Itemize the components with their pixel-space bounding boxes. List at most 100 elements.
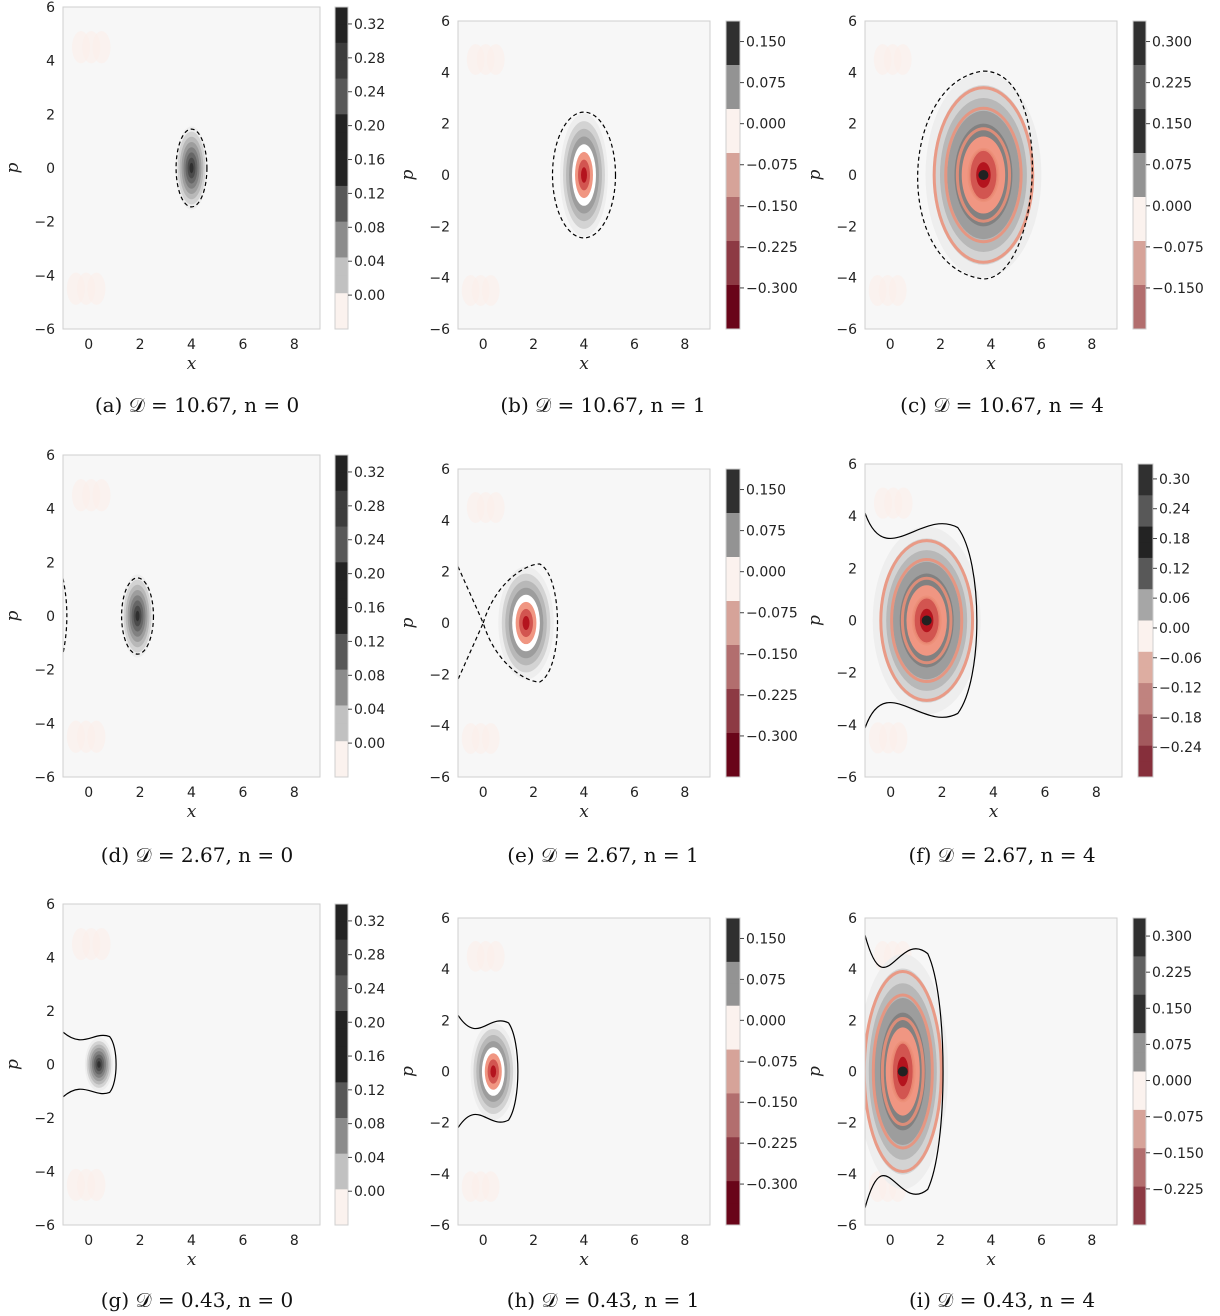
panel-caption: (b) 𝒟 = 10.67, n = 1 <box>500 393 705 417</box>
colorbar-bin <box>335 1100 348 1119</box>
colorbar-tick-label: 0.32 <box>354 17 385 33</box>
colorbar-bin <box>335 633 348 653</box>
x-axis-label: x <box>986 1250 996 1270</box>
colorbar-bin <box>1133 1071 1146 1092</box>
x-tick-label: 0 <box>84 785 93 801</box>
y-tick-label: 6 <box>46 897 55 913</box>
colorbar-tick-label: 0.300 <box>1152 35 1192 51</box>
colorbar-bin <box>335 1135 348 1155</box>
axes-frame <box>62 454 321 778</box>
colorbar-tick-label: −0.300 <box>746 1177 798 1193</box>
colorbar-tick-label: 0.12 <box>1159 561 1190 577</box>
colorbar-bin <box>335 616 348 635</box>
y-tick-label: 4 <box>46 951 55 967</box>
colorbar-bin <box>335 957 348 976</box>
colorbar-tick-label: 0.18 <box>1159 532 1190 548</box>
x-axis-label: x <box>579 1250 589 1270</box>
colorbar-bin <box>1138 464 1153 481</box>
colorbar-tick-label: 0.000 <box>1152 1074 1192 1090</box>
colorbar-bin <box>726 1027 740 1051</box>
y-tick-label: −4 <box>836 271 857 287</box>
colorbar-bin <box>335 7 348 26</box>
colorbar-bin <box>1138 714 1153 731</box>
y-tick-label: 6 <box>848 911 857 927</box>
y-tick-label: −4 <box>836 718 857 734</box>
colorbar-bin <box>726 1159 740 1182</box>
boundary-contour <box>458 1014 519 1129</box>
colorbar-bin <box>335 168 348 187</box>
colorbar-bin <box>1133 1129 1146 1149</box>
background-fringe <box>87 272 106 305</box>
colorbar-tick-label: −0.24 <box>1159 740 1202 756</box>
y-tick-label: 0 <box>46 161 55 177</box>
colorbar-tick-label: −0.225 <box>746 1136 798 1152</box>
panel-caption: (f) 𝒟 = 2.67, n = 4 <box>908 843 1095 867</box>
axes-frame <box>62 903 321 1226</box>
colorbar: 0.300 0.225 0.150 0.075 0.000 −0.075 −0.150 <box>1132 20 1204 330</box>
colorbar-bin <box>335 311 348 330</box>
y-axis-label: p <box>398 1066 418 1077</box>
colorbar-bin <box>726 755 740 778</box>
colorbar-tick-label: 0.150 <box>746 483 786 499</box>
boundary-contour <box>551 111 617 239</box>
colorbar: 0.150 0.075 0.000 −0.075 −0.150 −0.225 −0.300 <box>725 20 798 330</box>
colorbar-bin <box>726 491 740 514</box>
colorbar-tick-label: 0.000 <box>746 1013 786 1029</box>
colorbar-bin <box>726 153 740 176</box>
colorbar-bin <box>726 1005 740 1029</box>
y-tick-label: 4 <box>848 65 857 81</box>
colorbar-tick-label: −0.075 <box>746 158 798 174</box>
density-level <box>189 162 194 174</box>
y-tick-label: 0 <box>848 614 857 630</box>
negative-fringe <box>967 147 1000 203</box>
colorbar-tick-label: 0.12 <box>354 1083 385 1099</box>
y-axis-label: p <box>398 169 418 180</box>
colorbar-tick-label: 0.075 <box>746 524 786 540</box>
colorbar-tick-label: 0.000 <box>1152 199 1192 215</box>
y-axis-label: p <box>805 169 825 180</box>
colorbar: 0.30 0.24 0.18 0.12 0.06 0.00 −0.06 −0.12 −0.18 −… <box>1137 463 1202 778</box>
x-tick-label: 0 <box>886 337 895 353</box>
colorbar-bin <box>726 535 740 558</box>
colorbar-bin <box>726 263 740 286</box>
colorbar-bin <box>1133 975 1146 996</box>
negative-fringe <box>879 539 975 702</box>
axes-frame <box>457 917 711 1226</box>
y-tick-label: −6 <box>836 322 857 338</box>
x-tick-label: 8 <box>680 1233 689 1249</box>
colorbar-bin <box>1133 241 1146 264</box>
background-fringe <box>92 928 111 961</box>
boundary-contour <box>865 512 978 729</box>
colorbar-bin <box>726 109 740 132</box>
panel-caption: (g) 𝒟 = 0.43, n = 0 <box>101 1288 294 1312</box>
y-tick-label: 0 <box>848 1065 857 1081</box>
colorbar-bin <box>1138 604 1153 621</box>
background-fringe <box>481 723 500 754</box>
colorbar-bin <box>1133 175 1146 198</box>
colorbar-bin <box>1133 1090 1146 1111</box>
colorbar-tick-label: 0.16 <box>354 601 385 617</box>
y-tick-label: −2 <box>836 666 857 682</box>
colorbar-tick-label: 0.150 <box>1152 1001 1192 1017</box>
colorbar-bin <box>726 1203 740 1226</box>
colorbar-bin <box>335 1064 348 1083</box>
y-tick-label: 6 <box>441 14 450 30</box>
colorbar-bin <box>335 759 348 778</box>
colorbar-bin <box>335 705 348 724</box>
colorbar-bin <box>335 221 348 241</box>
y-tick-label: −6 <box>429 322 450 338</box>
colorbar-bin <box>335 275 348 294</box>
colorbar-tick-label: 0.00 <box>354 736 385 752</box>
x-tick-label: 4 <box>187 785 196 801</box>
y-tick-label: 4 <box>848 962 857 978</box>
colorbar-bin <box>1138 667 1153 684</box>
y-tick-label: 6 <box>441 911 450 927</box>
colorbar-tick-label: 0.24 <box>354 533 385 549</box>
panel-h: 0 2 4 6 8 −6 −4 −2 0 2 4 6 x p 0.150 0.075 0.000 −0.075 −0… <box>398 911 798 1312</box>
colorbar-bin <box>726 601 740 624</box>
x-tick-label: 0 <box>84 337 93 353</box>
colorbar-bin <box>335 651 348 671</box>
panel-a: 0 2 4 6 8 −6 −4 −2 0 2 4 6 x p 0.32 0.28 0.24 0.20 0.16 0.1… <box>3 0 385 417</box>
y-tick-label: −6 <box>836 1218 857 1234</box>
colorbar-bin <box>335 239 348 258</box>
